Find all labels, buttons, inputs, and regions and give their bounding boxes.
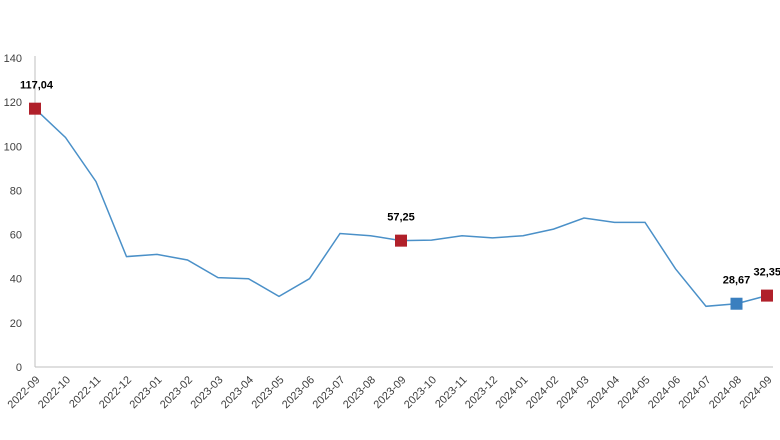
highlight-marker <box>29 102 41 115</box>
y-tick-label: 80 <box>10 185 22 197</box>
x-tick-label: 2023-09 <box>372 374 409 411</box>
x-tick-label: 2023-02 <box>158 374 195 411</box>
x-tick-label: 2024-07 <box>677 374 714 411</box>
x-tick-label: 2024-03 <box>555 374 592 411</box>
x-tick-label: 2022-10 <box>36 374 73 411</box>
x-axis: 2022-092022-102022-112022-122023-012023-… <box>6 366 775 411</box>
highlight-marker <box>761 289 773 302</box>
y-axis: 0 20 40 60 80 100 120 140 <box>4 53 36 374</box>
x-tick-label: 2024-08 <box>707 374 744 411</box>
data-label: 117,04 <box>20 80 54 92</box>
x-tick-label: 2023-01 <box>128 374 165 411</box>
x-tick-label: 2023-03 <box>189 374 226 411</box>
x-tick-label: 2024-02 <box>524 374 561 411</box>
x-tick-label: 2024-09 <box>738 374 775 411</box>
y-tick-label: 40 <box>10 274 22 286</box>
highlight-marker <box>730 297 743 310</box>
y-tick-label: 20 <box>10 318 22 330</box>
highlight-marker <box>395 234 407 247</box>
x-tick-label: 2023-05 <box>250 374 287 411</box>
x-tick-label: 2024-05 <box>616 374 653 411</box>
y-tick-label: 120 <box>4 97 22 109</box>
plot-area <box>29 102 773 310</box>
data-label: 32,35 <box>753 267 780 279</box>
x-tick-label: 2022-09 <box>6 374 43 411</box>
data-label: 28,67 <box>723 275 751 287</box>
y-tick-label: 140 <box>4 53 22 65</box>
x-tick-label: 2023-06 <box>280 374 317 411</box>
x-tick-label: 2024-06 <box>646 374 683 411</box>
x-tick-label: 2022-12 <box>97 374 134 411</box>
y-tick-label: 60 <box>10 230 22 242</box>
y-tick-label: 0 <box>16 362 22 374</box>
x-tick-label: 2023-07 <box>311 374 348 411</box>
data-label: 57,25 <box>387 212 415 224</box>
x-tick-label: 2024-04 <box>585 374 622 411</box>
x-tick-label: 2023-04 <box>219 374 256 411</box>
x-tick-label: 2023-10 <box>402 374 439 411</box>
x-tick-label: 2023-08 <box>341 374 378 411</box>
y-tick-label: 100 <box>4 141 22 153</box>
x-tick-label: 2024-01 <box>494 374 531 411</box>
series-line <box>34 108 768 308</box>
x-tick-label: 2023-12 <box>463 374 500 411</box>
